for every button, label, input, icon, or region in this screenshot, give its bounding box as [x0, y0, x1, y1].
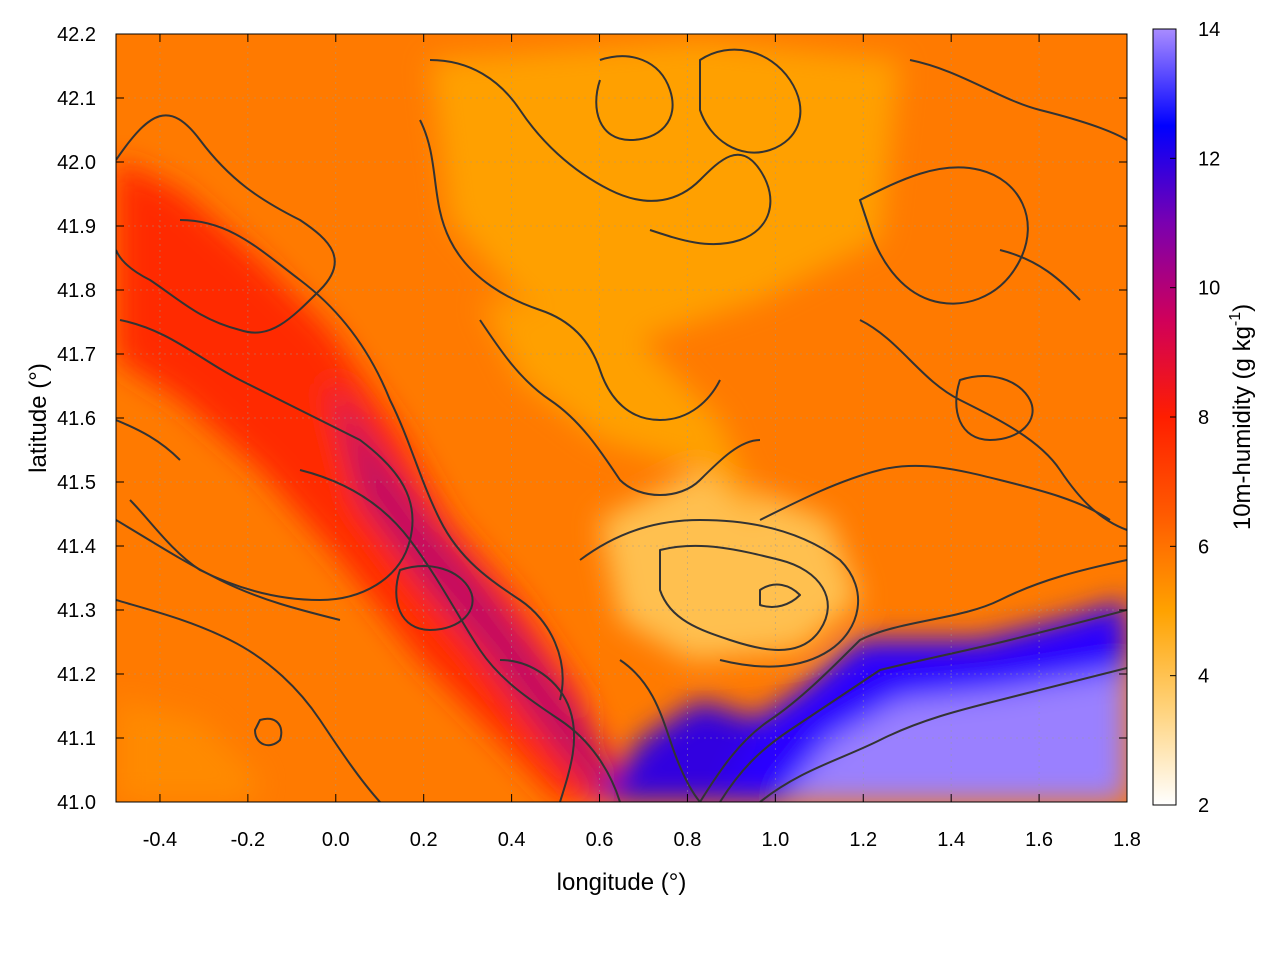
contour-line	[116, 419, 181, 461]
colorbar-label-text: 10m-humidity (g kg	[1229, 326, 1256, 530]
x-tick-label: 0.0	[322, 829, 350, 851]
y-tick-label: 41.5	[57, 472, 96, 494]
contour-line	[479, 319, 761, 496]
colorbar-axis: 2 4 6 8 10 12 14	[1170, 19, 1220, 817]
colorbar-label: 10m-humidity (g kg-1)	[1227, 304, 1256, 530]
contour-lines	[116, 48, 1127, 802]
contour-line	[699, 559, 1127, 802]
colorbar-label-superscript: -1	[1227, 312, 1244, 326]
y-tick-label: 41.9	[57, 216, 96, 238]
contour-line	[955, 375, 1034, 441]
contour-line	[499, 659, 576, 802]
heatmap-field	[116, 40, 1127, 802]
x-tick-label: 0.8	[674, 829, 702, 851]
dry-central-pocket	[600, 470, 860, 660]
contour-line	[116, 519, 341, 621]
colorbar-tick-label: 8	[1198, 407, 1209, 429]
y-tick-label: 41.0	[57, 792, 96, 814]
grid-lines	[116, 34, 1127, 802]
contour-line	[999, 249, 1081, 301]
x-tick-label: 1.4	[937, 829, 965, 851]
y-axis-label: latitude (°)	[25, 363, 52, 473]
y-tick-label: 41.6	[57, 408, 96, 430]
colorbar-tick-label: 10	[1198, 278, 1220, 300]
contour-line	[579, 519, 859, 668]
colorbar-tick-label: 4	[1198, 666, 1209, 688]
contour-line	[759, 667, 1127, 802]
contour-line	[419, 119, 721, 421]
y-tick-label: 41.3	[57, 600, 96, 622]
x-tick-label: 1.2	[849, 829, 877, 851]
contour-line	[759, 464, 1111, 521]
x-tick-label: 0.2	[410, 829, 438, 851]
y-axis: 41.0 41.1 41.2 41.3 41.4 41.5 41.6 41.7 41.8 41.9…	[57, 24, 1127, 814]
contour-line	[254, 717, 283, 747]
contour-line	[595, 55, 674, 141]
y-tick-label: 41.4	[57, 536, 96, 558]
contour-line	[859, 319, 1127, 531]
y-tick-label: 41.8	[57, 280, 96, 302]
contour-line	[719, 609, 1127, 802]
coastal-very-moist-area	[780, 670, 1127, 802]
y-tick-label: 42.0	[57, 152, 96, 174]
y-tick-label: 42.2	[57, 24, 96, 46]
colorbar-tick-label: 14	[1198, 19, 1220, 41]
x-axis: -0.4 -0.2 0.0 0.2 0.4 0.6 0.8 1.0 1.2 1.4 1.6 1.8	[143, 34, 1141, 851]
contour-line	[759, 583, 801, 608]
contour-line	[116, 114, 336, 334]
x-tick-label: 1.0	[761, 829, 789, 851]
southwest-dry-patch	[116, 700, 260, 802]
y-tick-label: 41.7	[57, 344, 96, 366]
y-tick-label: 41.1	[57, 728, 96, 750]
contour-line	[859, 166, 1029, 305]
contour-line	[429, 59, 772, 246]
colorbar-tick-label: 12	[1198, 148, 1220, 170]
x-tick-label: 1.8	[1113, 829, 1141, 851]
y-tick-label: 42.1	[57, 88, 96, 110]
x-tick-label: -0.2	[231, 829, 265, 851]
x-axis-label: longitude (°)	[557, 869, 687, 896]
x-tick-label: 0.6	[586, 829, 614, 851]
colorbar-label-end: )	[1229, 304, 1256, 312]
colorbar-tick-label: 2	[1198, 795, 1209, 817]
moist-corridor-core	[330, 380, 630, 802]
contour-line	[179, 219, 564, 701]
contour-line	[619, 659, 701, 802]
contour-line	[116, 599, 381, 802]
contour-line	[699, 48, 802, 154]
x-tick-label: -0.4	[143, 829, 177, 851]
x-tick-label: 0.4	[498, 829, 526, 851]
contour-line	[659, 544, 829, 651]
colorbar-tick-label: 6	[1198, 536, 1209, 558]
x-tick-label: 1.6	[1025, 829, 1053, 851]
contour-line	[299, 469, 621, 802]
dry-north-band	[430, 40, 900, 340]
contour-line	[395, 565, 474, 631]
y-tick-label: 41.2	[57, 664, 96, 686]
plot-area	[116, 34, 1127, 802]
contour-line	[909, 59, 1127, 141]
dry-diagonal-band	[480, 300, 760, 520]
south-corridor	[600, 700, 760, 802]
